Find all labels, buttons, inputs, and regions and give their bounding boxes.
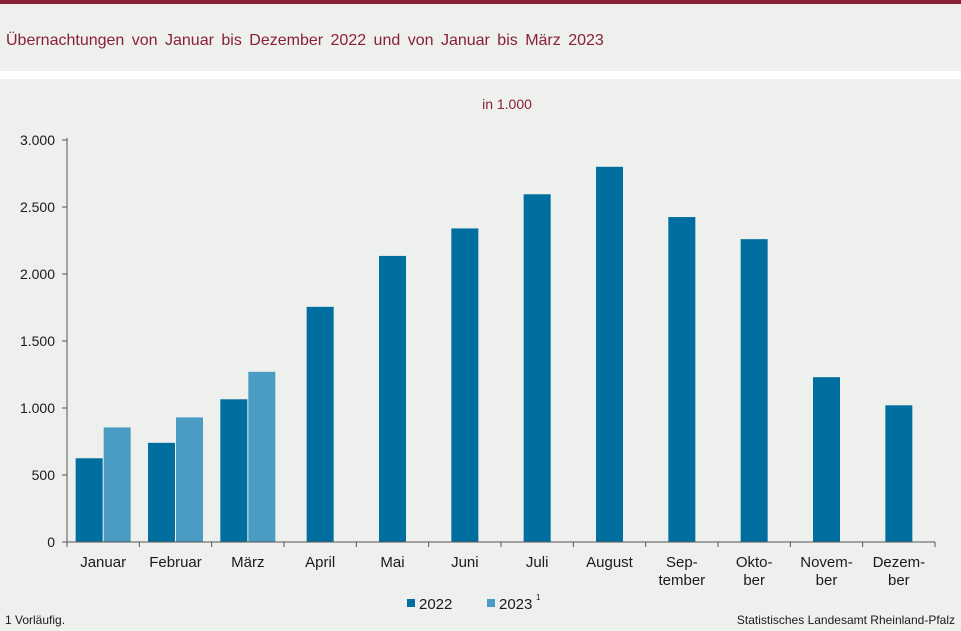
y-tick-label: 3.000 [20, 132, 55, 148]
y-tick-label: 2.000 [20, 266, 55, 282]
x-category-label: Februar [149, 554, 202, 571]
legend-superscript: 1 [536, 593, 541, 602]
bar-2022 [220, 399, 248, 542]
x-category-label: Novem- [800, 554, 853, 571]
x-category-label: Mai [380, 554, 404, 571]
x-category-label: August [586, 554, 634, 571]
bar-2022 [885, 405, 913, 542]
header-divider [0, 71, 961, 79]
legend-swatch-2023 [487, 599, 495, 607]
bars [75, 166, 913, 543]
y-axis: 0 500 1.000 1.500 2.000 2.500 3.000 [20, 132, 68, 550]
bar-2023 [248, 371, 276, 542]
bar-2022 [379, 255, 406, 542]
bar-chart: in 1.000 0 500 1.000 1.500 2.000 2.500 3.000 J… [5, 96, 955, 627]
y-tick-label: 500 [32, 467, 56, 483]
x-category-label: März [231, 554, 264, 571]
x-category-label: Sep- [666, 554, 698, 571]
bar-2023 [103, 427, 131, 542]
bar-2022 [451, 228, 479, 542]
y-tick-label: 1.000 [20, 400, 55, 416]
top-rule [0, 0, 961, 4]
legend-label-2022: 2022 [419, 596, 452, 613]
x-category-label: ber [816, 572, 838, 589]
x-category-label: ber [743, 572, 765, 589]
bar-2023 [176, 417, 203, 542]
source-note: Statistisches Landesamt Rheinland-Pfalz [737, 613, 955, 627]
y-tick-label: 0 [47, 534, 55, 550]
bar-2022 [306, 306, 334, 542]
chart-area: in 1.000 0 500 1.000 1.500 2.000 2.500 3.000 J… [0, 79, 961, 631]
x-category-label: ber [888, 572, 910, 589]
x-axis: Januar Februar März April Mai Juni Juli August S… [66, 541, 936, 589]
x-category-label: April [305, 554, 335, 571]
y-tick-label: 2.500 [20, 199, 55, 215]
legend-swatch-2022 [407, 599, 415, 607]
x-category-label: tember [658, 572, 705, 589]
bar-2022 [148, 442, 175, 542]
header: Übernachtungen von Januar bis Dezember 2… [0, 4, 961, 71]
bar-2022 [523, 194, 551, 542]
bar-2022 [740, 239, 768, 542]
bar-2022 [813, 377, 840, 542]
x-category-label: Juli [526, 554, 549, 571]
legend: 2022 2023 1 [407, 593, 541, 613]
bar-2022 [668, 217, 696, 543]
y-tick-label: 1.500 [20, 333, 55, 349]
chart-title: Übernachtungen von Januar bis Dezember 2… [6, 32, 604, 49]
x-category-label: Dezem- [873, 554, 926, 571]
x-category-label: Okto- [736, 554, 773, 571]
footnote: 1 Vorläufig. [5, 613, 65, 627]
x-category-label: Januar [80, 554, 126, 571]
unit-label: in 1.000 [482, 96, 532, 112]
bar-2022 [596, 166, 623, 543]
legend-label-2023: 2023 [499, 596, 532, 613]
bar-2022 [75, 458, 103, 542]
x-category-label: Juni [451, 554, 479, 571]
